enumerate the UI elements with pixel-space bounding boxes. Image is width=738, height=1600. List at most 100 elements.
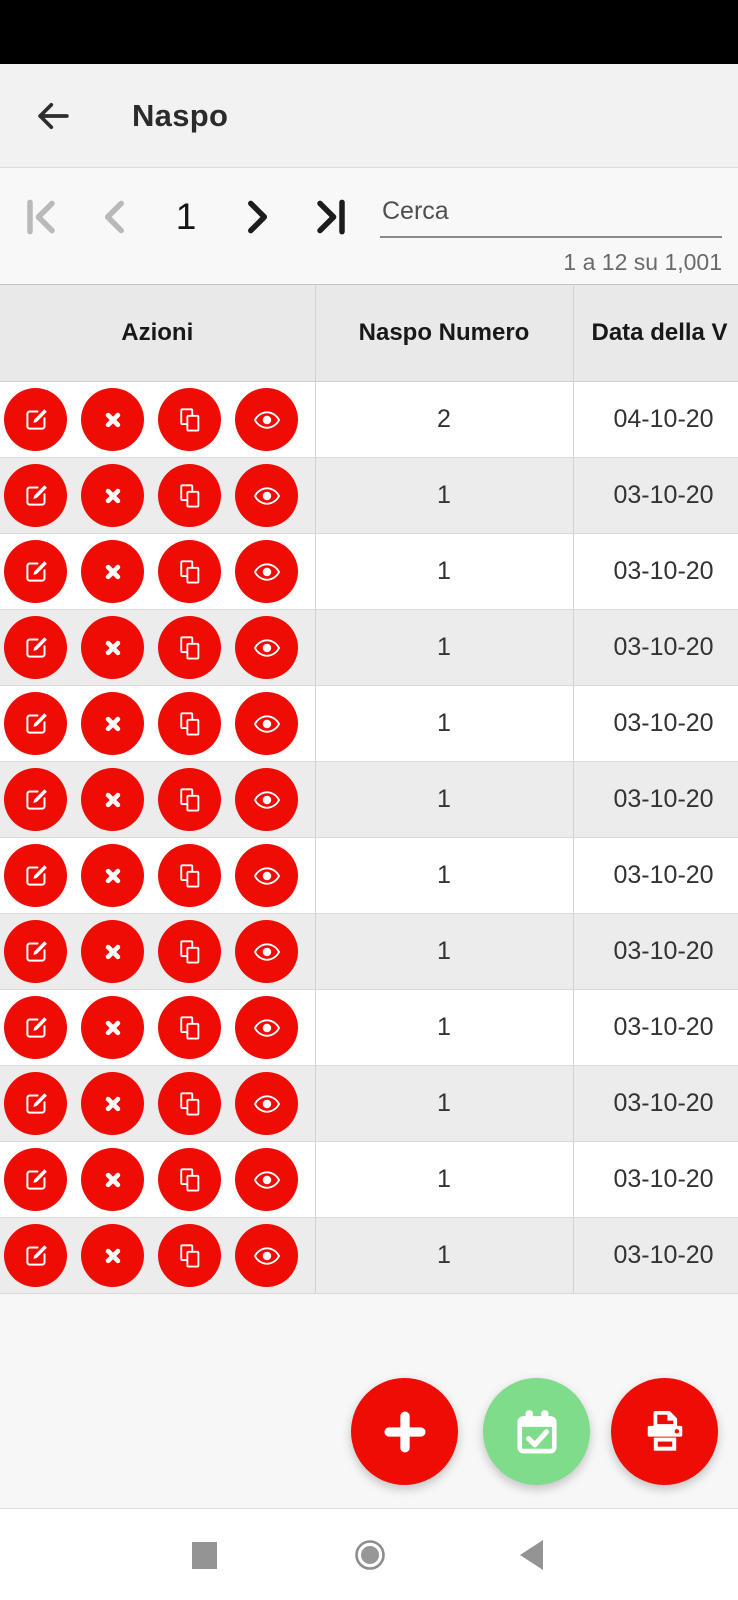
view-button[interactable] bbox=[235, 692, 298, 755]
naspo-numero-cell: 1 bbox=[315, 913, 574, 990]
back-icon bbox=[519, 1540, 543, 1570]
view-button[interactable] bbox=[235, 540, 298, 603]
delete-button[interactable] bbox=[81, 464, 144, 527]
data-verifica-cell: 03-10-20 bbox=[573, 1141, 738, 1218]
pagination-bar: 1 1 a 12 su 1,001 bbox=[0, 168, 738, 284]
edit-icon bbox=[21, 937, 51, 967]
view-button[interactable] bbox=[235, 844, 298, 907]
copy-button[interactable] bbox=[158, 996, 221, 1059]
actions-cell bbox=[0, 913, 316, 990]
home-button[interactable] bbox=[340, 1509, 400, 1600]
delete-x-icon bbox=[98, 709, 128, 739]
printer-icon bbox=[637, 1404, 693, 1460]
edit-button[interactable] bbox=[4, 692, 67, 755]
last-page-icon bbox=[309, 195, 353, 239]
delete-x-icon bbox=[98, 557, 128, 587]
arrow-left-icon bbox=[38, 102, 69, 129]
back-nav-button[interactable] bbox=[501, 1509, 561, 1600]
data-verifica-cell: 03-10-20 bbox=[573, 989, 738, 1066]
delete-button[interactable] bbox=[81, 920, 144, 983]
eye-icon bbox=[252, 1241, 282, 1271]
copy-button[interactable] bbox=[158, 920, 221, 983]
delete-button[interactable] bbox=[81, 844, 144, 907]
actions-cell bbox=[0, 1065, 316, 1142]
view-button[interactable] bbox=[235, 388, 298, 451]
delete-button[interactable] bbox=[81, 1224, 144, 1287]
edit-button[interactable] bbox=[4, 920, 67, 983]
edit-icon bbox=[21, 481, 51, 511]
edit-button[interactable] bbox=[4, 996, 67, 1059]
first-page-icon bbox=[19, 195, 63, 239]
edit-icon bbox=[21, 861, 51, 891]
schedule-button[interactable] bbox=[483, 1378, 590, 1485]
delete-button[interactable] bbox=[81, 996, 144, 1059]
table-row: 1 03-10-20 bbox=[0, 989, 738, 1066]
copy-icon bbox=[175, 405, 205, 435]
naspo-numero-cell: 1 bbox=[315, 989, 574, 1066]
delete-button[interactable] bbox=[81, 540, 144, 603]
edit-icon bbox=[21, 633, 51, 663]
next-page-button[interactable] bbox=[234, 194, 280, 240]
copy-button[interactable] bbox=[158, 692, 221, 755]
naspo-numero-cell: 2 bbox=[315, 381, 574, 458]
delete-button[interactable] bbox=[81, 1148, 144, 1211]
calendar-check-icon bbox=[509, 1404, 565, 1460]
copy-button[interactable] bbox=[158, 1072, 221, 1135]
back-button[interactable] bbox=[28, 92, 76, 140]
view-button[interactable] bbox=[235, 1072, 298, 1135]
data-verifica-cell: 04-10-20 bbox=[573, 381, 738, 458]
copy-icon bbox=[175, 481, 205, 511]
view-button[interactable] bbox=[235, 464, 298, 527]
recents-button[interactable] bbox=[174, 1509, 234, 1600]
delete-button[interactable] bbox=[81, 768, 144, 831]
view-button[interactable] bbox=[235, 920, 298, 983]
copy-button[interactable] bbox=[158, 540, 221, 603]
home-icon bbox=[355, 1540, 385, 1570]
eye-icon bbox=[252, 785, 282, 815]
edit-button[interactable] bbox=[4, 768, 67, 831]
add-button[interactable] bbox=[351, 1378, 458, 1485]
actions-cell bbox=[0, 685, 316, 762]
edit-icon bbox=[21, 709, 51, 739]
edit-button[interactable] bbox=[4, 844, 67, 907]
copy-button[interactable] bbox=[158, 1224, 221, 1287]
view-button[interactable] bbox=[235, 768, 298, 831]
delete-button[interactable] bbox=[81, 692, 144, 755]
view-button[interactable] bbox=[235, 1224, 298, 1287]
print-button[interactable] bbox=[611, 1378, 718, 1485]
delete-x-icon bbox=[98, 405, 128, 435]
copy-button[interactable] bbox=[158, 1148, 221, 1211]
copy-button[interactable] bbox=[158, 464, 221, 527]
copy-button[interactable] bbox=[158, 768, 221, 831]
view-button[interactable] bbox=[235, 996, 298, 1059]
actions-cell bbox=[0, 381, 316, 458]
edit-icon bbox=[21, 405, 51, 435]
delete-button[interactable] bbox=[81, 388, 144, 451]
edit-button[interactable] bbox=[4, 1224, 67, 1287]
edit-button[interactable] bbox=[4, 1148, 67, 1211]
edit-button[interactable] bbox=[4, 388, 67, 451]
table-header-row: Azioni Naspo Numero Data della V bbox=[0, 284, 738, 382]
copy-button[interactable] bbox=[158, 616, 221, 679]
delete-button[interactable] bbox=[81, 616, 144, 679]
edit-button[interactable] bbox=[4, 1072, 67, 1135]
copy-button[interactable] bbox=[158, 388, 221, 451]
last-page-button[interactable] bbox=[308, 194, 354, 240]
edit-button[interactable] bbox=[4, 540, 67, 603]
edit-button[interactable] bbox=[4, 464, 67, 527]
delete-button[interactable] bbox=[81, 1072, 144, 1135]
view-button[interactable] bbox=[235, 616, 298, 679]
search-input[interactable] bbox=[380, 196, 722, 238]
results-range-label: 1 a 12 su 1,001 bbox=[563, 249, 722, 275]
previous-page-button[interactable] bbox=[92, 194, 138, 240]
copy-icon bbox=[175, 1013, 205, 1043]
copy-button[interactable] bbox=[158, 844, 221, 907]
delete-x-icon bbox=[98, 785, 128, 815]
view-button[interactable] bbox=[235, 1148, 298, 1211]
data-verifica-cell: 03-10-20 bbox=[573, 457, 738, 534]
eye-icon bbox=[252, 481, 282, 511]
eye-icon bbox=[252, 405, 282, 435]
actions-cell bbox=[0, 609, 316, 686]
first-page-button[interactable] bbox=[18, 194, 64, 240]
edit-button[interactable] bbox=[4, 616, 67, 679]
